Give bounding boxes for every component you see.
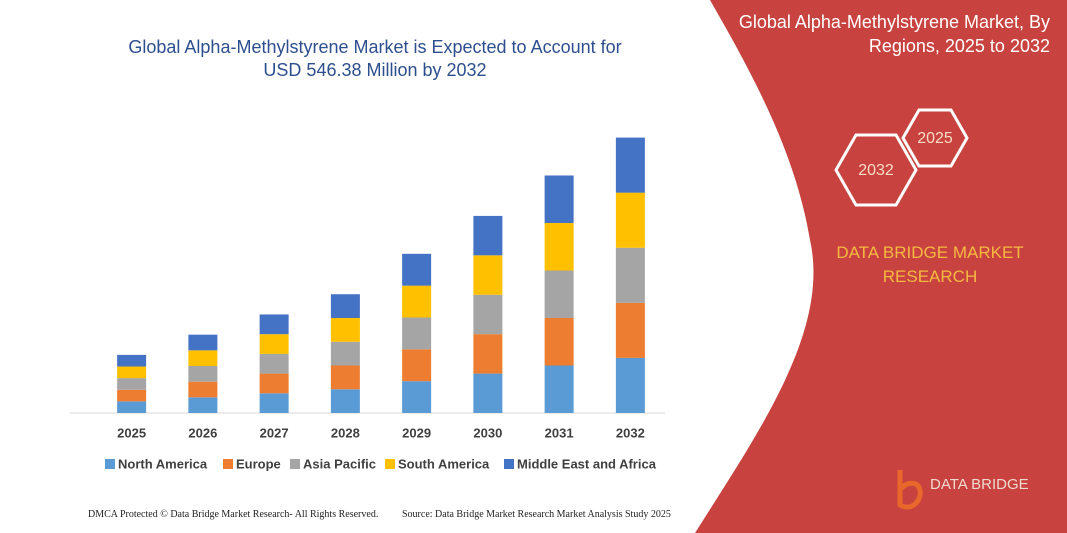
bar-segment xyxy=(402,285,432,318)
legend-label: Middle East and Africa xyxy=(517,456,657,471)
x-tick-label: 2026 xyxy=(188,425,217,440)
bar-segment xyxy=(330,294,360,318)
bar-segment xyxy=(615,302,645,358)
legend-label: Europe xyxy=(236,456,281,471)
bar-segment xyxy=(117,389,147,402)
bar-segment xyxy=(188,334,218,351)
bar-segment xyxy=(188,366,218,382)
x-tick-label: 2029 xyxy=(402,425,431,440)
bar-segment xyxy=(402,349,432,382)
bar-segment xyxy=(117,354,147,367)
bar-segment xyxy=(402,381,432,413)
logo-text: DATA BRIDGE xyxy=(930,476,1029,493)
legend-label: South America xyxy=(398,456,490,471)
bar-segment xyxy=(544,270,574,318)
bar-segment xyxy=(259,314,289,335)
x-tick-label: 2025 xyxy=(117,425,146,440)
bar-segment xyxy=(544,222,574,271)
logo-icon xyxy=(897,470,923,510)
hexagon-label: 2032 xyxy=(858,162,894,179)
x-tick-label: 2030 xyxy=(473,425,502,440)
bar-segment xyxy=(259,353,289,374)
legend-swatch xyxy=(223,459,233,469)
bar-segment xyxy=(188,381,218,398)
bar-segment xyxy=(259,373,289,394)
bar-segment xyxy=(117,366,147,379)
bar-segment xyxy=(259,334,289,354)
x-tick-label: 2031 xyxy=(545,425,574,440)
legend-swatch xyxy=(290,459,300,469)
bar-segment xyxy=(117,401,147,413)
bar-segment xyxy=(615,137,645,193)
bar-segment xyxy=(544,317,574,366)
hexagon-label: 2025 xyxy=(917,130,953,147)
bar-segment xyxy=(330,365,360,390)
bar-segment xyxy=(402,253,432,286)
bar-segment xyxy=(188,397,218,413)
bar-segment xyxy=(473,215,503,256)
bar-segment xyxy=(473,334,503,374)
x-tick-label: 2027 xyxy=(260,425,289,440)
footer-left: DMCA Protected © Data Bridge Market Rese… xyxy=(88,509,379,520)
x-tick-label: 2028 xyxy=(331,425,360,440)
bar-segment xyxy=(117,378,147,390)
bar-segment xyxy=(473,373,503,413)
legend-label: North America xyxy=(118,456,208,471)
legend-label: Asia Pacific xyxy=(303,456,376,471)
bar-segment xyxy=(544,365,574,413)
bar-segment xyxy=(188,350,218,367)
bar-segment xyxy=(330,341,360,366)
legend-swatch xyxy=(385,459,395,469)
panel-title: Global Alpha-Methylstyrene Market, By Re… xyxy=(738,12,1050,56)
bar-segment xyxy=(615,192,645,248)
bar-segment xyxy=(615,357,645,413)
footer-right: Source: Data Bridge Market Research Mark… xyxy=(402,509,671,520)
brand-text: DATA BRIDGE MARKET RESEARCH xyxy=(836,243,1024,286)
hexagon xyxy=(901,108,969,168)
bar-segment xyxy=(402,317,432,350)
hexagon xyxy=(834,133,918,207)
bar-segment xyxy=(259,393,289,413)
legend-swatch xyxy=(504,459,514,469)
bar-segment xyxy=(473,255,503,295)
bar-segment xyxy=(544,175,574,223)
side-panel xyxy=(695,0,1067,533)
bar-segment xyxy=(330,317,360,342)
bar-segment xyxy=(473,294,503,335)
bar-segment xyxy=(330,389,360,413)
legend-swatch xyxy=(105,459,115,469)
x-tick-label: 2032 xyxy=(616,425,645,440)
chart-title: Global Alpha-Methylstyrene Market is Exp… xyxy=(128,37,622,80)
bar-segment xyxy=(615,247,645,303)
